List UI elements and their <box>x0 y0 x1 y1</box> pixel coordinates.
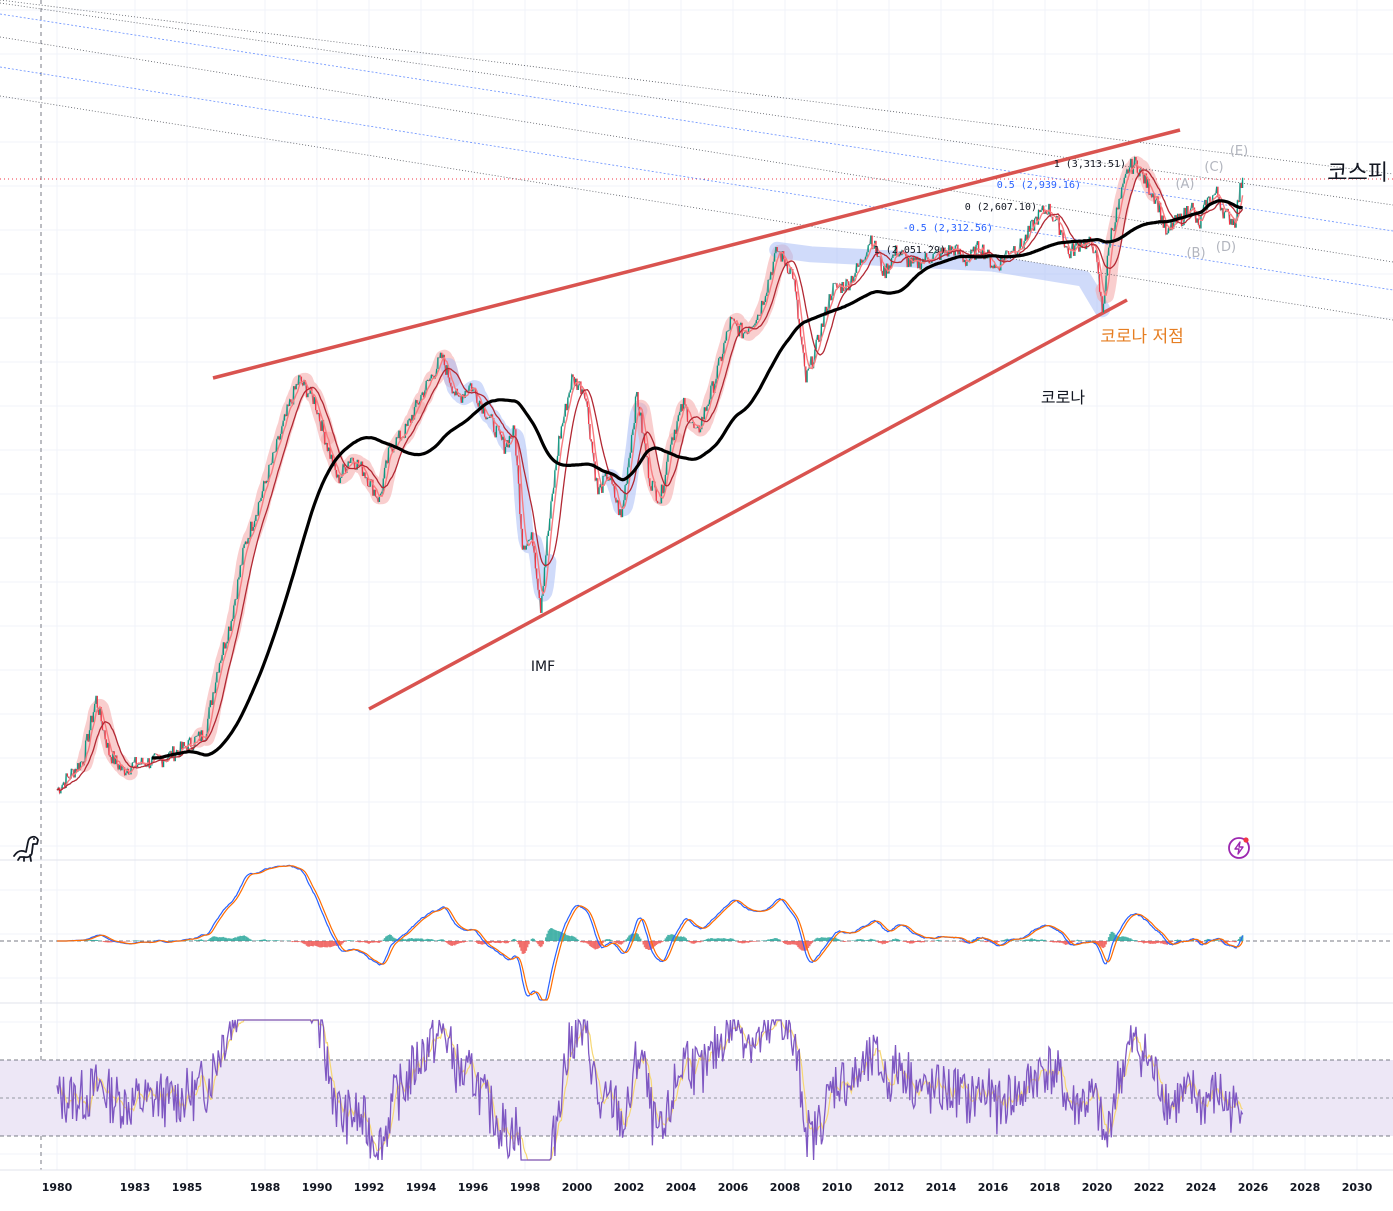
wave-label-d: (D) <box>1216 240 1236 255</box>
fib-label-0.5: 0.5 (2,939.16) <box>997 180 1081 191</box>
trendlines <box>212 128 1181 711</box>
rsi-pane <box>0 1018 1393 1161</box>
annotation-corona-low: 코로나 저점 <box>1100 327 1184 347</box>
lower-trendline <box>368 298 1128 711</box>
macd-pane <box>0 864 1393 1001</box>
annotation-corona: 코로나 <box>1041 388 1085 407</box>
x-tick-label: 2004 <box>666 1181 697 1194</box>
rsi-line <box>56 1018 1244 1161</box>
fib-label-neg0.5: -0.5 (2,312.56) <box>903 223 993 234</box>
dino-logo-icon[interactable] <box>13 835 39 862</box>
fib-channel-line <box>0 95 1393 321</box>
wave-label-c: (C) <box>1204 160 1223 175</box>
macd-signal-line <box>57 865 1244 1001</box>
x-tick-label: 2020 <box>1082 1181 1113 1194</box>
grid <box>0 0 1393 1171</box>
x-tick-label: 1980 <box>42 1181 73 1194</box>
wave-label-e: (E) <box>1230 144 1248 159</box>
x-tick-label: 2008 <box>770 1181 801 1194</box>
macd-line <box>57 864 1244 1001</box>
x-tick-label: 2014 <box>926 1181 957 1194</box>
highlight-blue-box <box>769 241 1111 318</box>
x-tick-label: 2012 <box>874 1181 905 1194</box>
x-tick-label: 2026 <box>1238 1181 1269 1194</box>
x-tick-label: 2024 <box>1186 1181 1217 1194</box>
x-tick-label: 1988 <box>250 1181 281 1194</box>
x-tick-label: 2000 <box>562 1181 593 1194</box>
annotations: 코스피 IMF 코로나 코로나 저점 1 (3,313.51) 0.5 (2,9… <box>531 144 1388 675</box>
ma-short-line <box>56 162 1244 792</box>
upper-trendline <box>212 128 1181 380</box>
x-tick-label: 1992 <box>354 1181 385 1194</box>
fib-channel-line <box>0 0 1393 175</box>
x-tick-label: 2018 <box>1030 1181 1061 1194</box>
x-tick-label: 1998 <box>510 1181 541 1194</box>
x-tick-label: 1985 <box>172 1181 203 1194</box>
x-tick-label: 2010 <box>822 1181 853 1194</box>
ma-mid-line <box>56 169 1244 792</box>
x-tick-label: 2002 <box>614 1181 645 1194</box>
x-tick-label: 2028 <box>1290 1181 1321 1194</box>
lightning-alert-icon[interactable] <box>1228 837 1250 859</box>
wave-label-b: (B) <box>1186 246 1205 261</box>
x-tick-label: 1990 <box>302 1181 333 1194</box>
wave-label-a: (A) <box>1175 177 1194 192</box>
price-series <box>56 155 1244 796</box>
fib-label-0: 0 (2,607.10) <box>965 202 1037 213</box>
fib-channel-line <box>0 36 1393 263</box>
fib-channel-line <box>0 13 1393 232</box>
ma-long-line <box>151 199 1243 760</box>
x-tick-label: 2006 <box>718 1181 749 1194</box>
x-axis: 1980 1983 1985 1988 1990 1992 1994 1996 1998 2000… <box>42 1181 1373 1194</box>
x-tick-label: 1983 <box>120 1181 151 1194</box>
fib-channel-lines <box>0 0 1393 321</box>
fib-label-1-bottom: 1 (2,051.29) <box>874 245 946 256</box>
x-tick-label: 1996 <box>458 1181 489 1194</box>
chart-title: 코스피 <box>1327 161 1388 186</box>
fib-channel-line <box>0 66 1393 291</box>
x-tick-label: 2022 <box>1134 1181 1165 1194</box>
x-tick-label: 1994 <box>406 1181 437 1194</box>
fib-label-1-top: 1 (3,313.51) <box>1054 159 1126 170</box>
x-tick-label: 2016 <box>978 1181 1009 1194</box>
x-tick-label: 2030 <box>1342 1181 1373 1194</box>
fib-channel-line <box>0 2 1393 206</box>
annotation-imf: IMF <box>531 659 555 675</box>
